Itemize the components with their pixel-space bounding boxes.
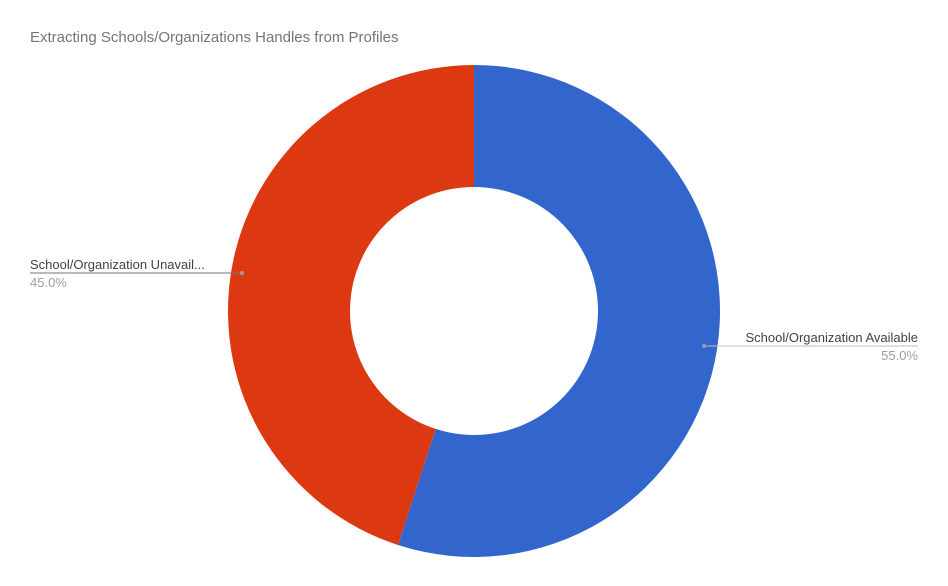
leader-dot-0 bbox=[702, 344, 706, 348]
donut-slice-0[interactable] bbox=[397, 65, 720, 557]
slice-percent-1: 45.0% bbox=[30, 275, 67, 290]
chart-title: Extracting Schools/Organizations Handles… bbox=[30, 29, 399, 46]
leader-dot-1 bbox=[240, 271, 244, 275]
donut-slice-1[interactable] bbox=[228, 65, 474, 545]
slice-label-1: School/Organization Unavail... bbox=[30, 257, 205, 272]
slice-percent-0: 55.0% bbox=[881, 348, 918, 363]
slice-label-0: School/Organization Available bbox=[746, 330, 919, 345]
